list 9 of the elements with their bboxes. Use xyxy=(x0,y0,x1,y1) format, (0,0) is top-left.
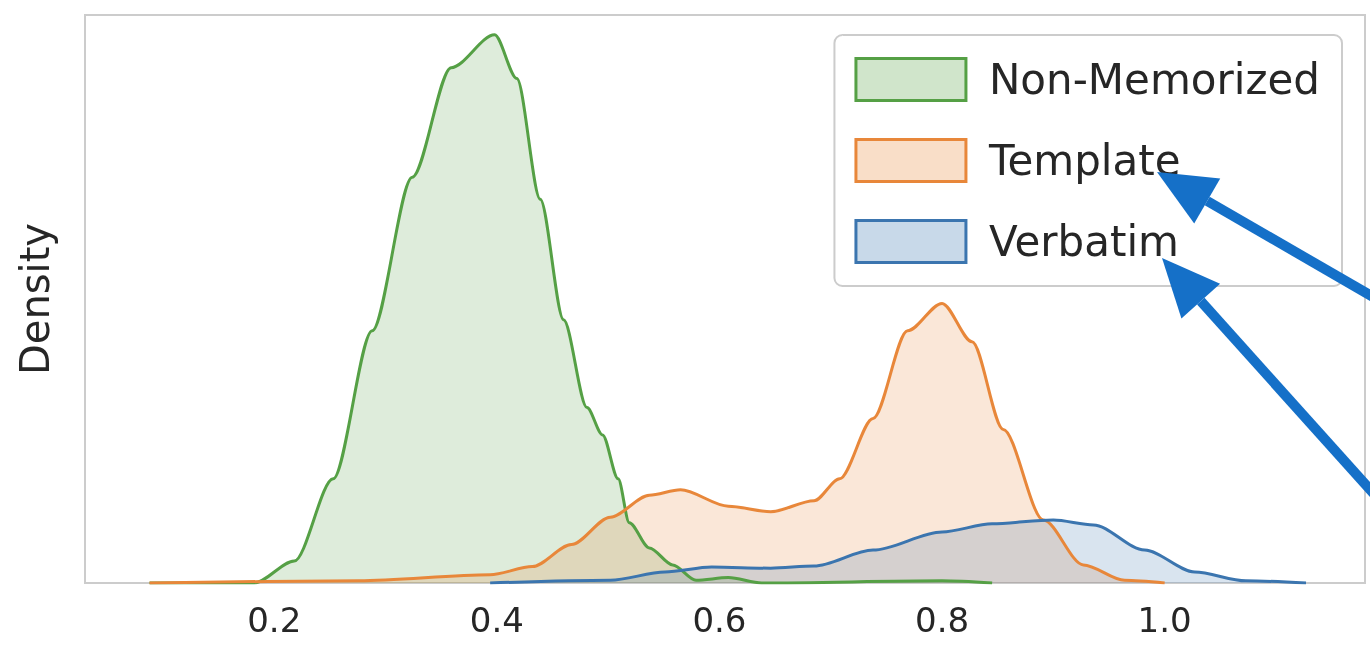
y-axis-title: Density xyxy=(12,222,58,376)
x-tick-label: 0.4 xyxy=(469,600,524,640)
legend-label: Template xyxy=(987,136,1181,185)
x-tick-label: 0.2 xyxy=(247,600,302,640)
legend-label: Non-Memorized xyxy=(988,55,1320,104)
x-tick-label: 1.0 xyxy=(1137,600,1192,640)
x-tick-label: 0.8 xyxy=(915,600,970,640)
legend-label: Verbatim xyxy=(988,217,1179,266)
x-tick-label: 0.6 xyxy=(692,600,747,640)
